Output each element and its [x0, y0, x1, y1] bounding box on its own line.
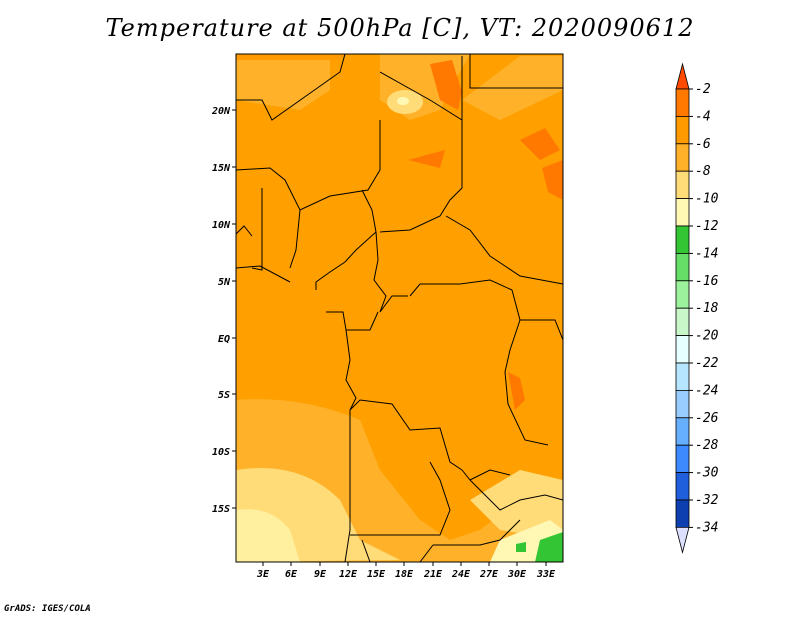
lat-label: 10N — [212, 220, 231, 231]
colorbar-swatch — [675, 389, 690, 419]
colorbar-swatch — [675, 499, 690, 528]
lon-label: 21E — [423, 569, 443, 580]
lon-label: 15E — [367, 569, 386, 580]
colorbar-swatch — [675, 88, 690, 117]
colorbar-label: -34 — [695, 520, 718, 535]
colorbar-label: -32 — [695, 493, 719, 508]
colorbar: -2 -4 -6 -8 -10 -12 -14 -16 -18 -20 -22 -24 -26 -28 -3… — [675, 62, 719, 554]
colorbar-swatch — [675, 444, 690, 474]
temperature-field — [236, 54, 563, 562]
lon-label: 3E — [256, 569, 270, 580]
colorbar-label: -20 — [695, 329, 719, 344]
colorbar-swatch — [675, 143, 690, 172]
lon-label: 18E — [395, 569, 414, 580]
colorbar-label: -8 — [695, 164, 711, 179]
lat-label: 5N — [218, 277, 231, 288]
colorbar-label: -4 — [695, 109, 711, 124]
colorbar-label: -6 — [695, 137, 711, 152]
colorbar-label: -24 — [695, 383, 718, 398]
colorbar-swatch — [675, 198, 690, 227]
map-frame — [235, 53, 564, 563]
colorbar-swatch — [675, 116, 690, 145]
colorbar-swatch — [675, 307, 690, 337]
country-borders — [236, 54, 563, 562]
lat-label: 15S — [212, 504, 230, 515]
lon-label: 9E — [314, 569, 327, 580]
colorbar-swatch — [675, 472, 690, 501]
colorbar-label: -18 — [695, 301, 719, 316]
lon-label: 33E — [536, 569, 556, 580]
colorbar-label: -14 — [695, 246, 718, 261]
credit-label: GrADS: IGES/COLA — [4, 604, 91, 614]
colorbar-swatch — [675, 362, 690, 391]
colorbar-label: -22 — [695, 356, 719, 371]
colorbar-label: -12 — [695, 219, 719, 234]
lon-label: 24E — [451, 569, 471, 580]
longitude-axis: 3E 6E 9E 12E 15E 18E 21E 24E 27E 30E 33E — [256, 562, 556, 580]
colorbar-swatch — [675, 225, 690, 254]
colorbar-bottom-arrow — [675, 527, 690, 554]
latitude-axis: 20N 15N 10N 5N EQ 5S 10S 15S — [211, 106, 236, 515]
colorbar-label: -26 — [695, 411, 719, 426]
lat-label: 5S — [218, 390, 230, 401]
colorbar-label: -30 — [695, 466, 719, 481]
lon-label: 27E — [479, 569, 499, 580]
lon-label: 12E — [339, 569, 358, 580]
colorbar-swatch — [675, 417, 690, 446]
lat-label: 15N — [212, 163, 231, 174]
lat-label: 10S — [212, 447, 230, 458]
colorbar-swatch — [675, 280, 690, 309]
lat-label: 20N — [211, 106, 231, 117]
colorbar-swatch — [675, 170, 690, 199]
colorbar-label: -2 — [695, 82, 711, 97]
colorbar-label: -28 — [695, 438, 719, 453]
lon-label: 6E — [285, 569, 298, 580]
colorbar-label: -16 — [695, 274, 719, 289]
colorbar-top-arrow — [675, 62, 690, 90]
colorbar-swatch — [675, 335, 690, 364]
colorbar-label: -10 — [695, 192, 719, 207]
lat-label: EQ — [218, 334, 230, 345]
chart-title: Temperature at 500hPa [C], VT: 202009061… — [105, 14, 695, 42]
colorbar-swatch — [675, 252, 690, 282]
lon-label: 30E — [507, 569, 527, 580]
